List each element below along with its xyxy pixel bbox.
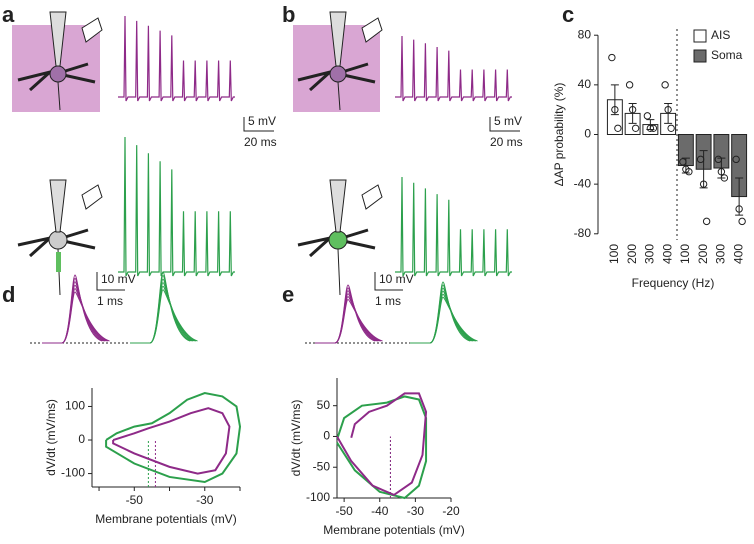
phase-loop <box>112 407 231 475</box>
x-tick-label: 200 <box>696 244 710 264</box>
y-tick-label: 40 <box>578 77 592 91</box>
voltage-trace <box>395 35 512 102</box>
scale-label: 20 ms <box>490 135 523 149</box>
x-tick-label: 100 <box>678 244 692 264</box>
data-point <box>714 155 723 164</box>
y-tick-label: 0 <box>323 429 330 443</box>
data-point <box>685 168 693 176</box>
legend-swatch <box>693 29 707 43</box>
legend-swatch <box>693 49 707 63</box>
voltage-trace <box>118 136 235 277</box>
scale-label: 5 mV <box>248 114 276 128</box>
scale-label: 10 mV <box>101 272 136 286</box>
data-point <box>646 124 655 132</box>
data-point <box>732 155 740 164</box>
voltage-trace <box>118 15 235 102</box>
y-axis-label: dV/dt (mV/ms) <box>289 400 303 477</box>
error-bar <box>610 84 619 116</box>
x-tick-label: -40 <box>371 504 389 518</box>
action-potential <box>410 284 472 344</box>
data-point <box>649 124 658 132</box>
data-point <box>631 124 640 132</box>
data-point <box>608 53 616 62</box>
action-potential <box>315 287 377 344</box>
x-tick-label: -50 <box>126 493 144 507</box>
scale-label: 10 mV <box>379 272 414 286</box>
panel-label: c <box>562 2 574 27</box>
panel-label: d <box>2 282 15 307</box>
x-tick-label: -30 <box>407 504 425 518</box>
scale-label: 1 ms <box>375 294 401 308</box>
data-point <box>628 105 637 114</box>
x-axis-label: Membrane potentials (mV) <box>323 523 464 537</box>
x-tick-label: -50 <box>335 504 353 518</box>
panel-label: b <box>282 2 295 27</box>
scale-label: 20 ms <box>244 135 277 149</box>
action-potential <box>410 296 478 344</box>
x-tick-label: -20 <box>442 504 460 518</box>
x-tick-label: 100 <box>607 244 621 264</box>
data-point <box>661 81 669 89</box>
data-point <box>667 124 675 132</box>
action-potential <box>42 277 104 344</box>
error-bar <box>699 150 708 189</box>
y-tick-label: -50 <box>313 459 331 473</box>
y-tick-label: -100 <box>61 466 85 480</box>
action-potential <box>130 275 192 344</box>
data-point <box>679 158 687 166</box>
x-tick-label: 400 <box>660 244 674 264</box>
action-potential <box>130 289 198 344</box>
voltage-trace <box>395 176 512 277</box>
data-point <box>702 217 711 226</box>
x-tick-label: 200 <box>625 244 639 264</box>
y-tick-label: 50 <box>317 398 331 412</box>
x-tick-label: 300 <box>714 244 728 264</box>
x-tick-label: 300 <box>643 244 657 264</box>
data-point <box>614 124 622 132</box>
scale-label: 5 mV <box>494 114 522 128</box>
panel-label: e <box>282 282 294 307</box>
scale-bars <box>96 117 520 291</box>
data-point <box>664 105 672 114</box>
y-tick-label: -80 <box>574 226 592 240</box>
y-tick-label: 100 <box>65 399 85 413</box>
data-point <box>699 180 708 188</box>
data-point <box>643 112 652 120</box>
x-axis-label: Frequency (Hz) <box>632 276 715 290</box>
data-point <box>625 81 634 89</box>
data-point <box>717 168 726 176</box>
y-tick-label: 0 <box>78 432 85 446</box>
phase-loop <box>105 391 242 483</box>
data-point <box>735 205 743 213</box>
y-tick-label: -40 <box>574 176 592 190</box>
data-point <box>720 174 729 182</box>
x-axis-label: Membrane potentials (mV) <box>95 512 236 526</box>
y-tick-label: -100 <box>306 490 330 504</box>
y-tick-label: 80 <box>578 27 592 41</box>
action-potential <box>130 285 197 344</box>
action-potential <box>42 291 110 344</box>
y-axis-label: dV/dt (mV/ms) <box>44 399 58 476</box>
y-axis-label: ΔAP probability (%) <box>552 83 566 187</box>
action-potential <box>315 298 383 344</box>
phase-loop <box>336 392 428 497</box>
legend-label: Soma <box>711 48 743 62</box>
schematics <box>12 11 383 296</box>
data-point <box>611 105 619 114</box>
error-bar <box>735 177 744 216</box>
x-tick-label: -30 <box>196 493 214 507</box>
panel-label: a <box>2 2 15 27</box>
data-point <box>738 217 746 226</box>
data-point <box>696 155 705 164</box>
y-tick-label: 0 <box>584 127 591 141</box>
x-tick-label: 400 <box>731 244 745 264</box>
scale-label: 1 ms <box>97 294 123 308</box>
legend-label: AIS <box>711 28 730 42</box>
